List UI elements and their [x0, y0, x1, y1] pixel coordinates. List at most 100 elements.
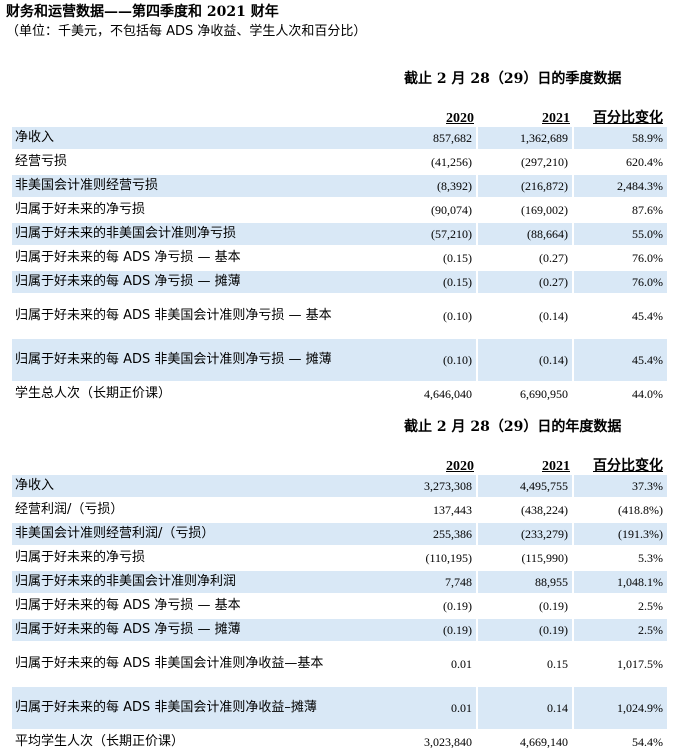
value-2021: (0.19) — [478, 595, 574, 619]
row-label: 归属于好未来的非美国会计准则净亏损 — [12, 223, 382, 247]
value-2020: (8,392) — [382, 175, 478, 199]
table-row: 归属于好未来的每 ADS 净亏损 — 摊薄 (0.19) (0.19) 2.5% — [12, 619, 667, 643]
column-header-2021: 2021 — [542, 111, 570, 126]
percent-change: 45.4% — [574, 339, 667, 383]
percent-change: 58.9% — [574, 127, 667, 151]
row-label: 归属于好未来的净亏损 — [12, 547, 382, 571]
value-2021: 1,362,689 — [478, 127, 574, 151]
table-row: 归属于好未来的每 ADS 净亏损 — 摊薄 (0.15) (0.27) 76.0% — [12, 271, 667, 295]
value-2020: (0.19) — [382, 619, 478, 643]
table-row: 归属于好未来的每 ADS 非美国会计准则净亏损 — 基本 (0.10) (0.14)… — [12, 295, 667, 339]
quarterly-header-row: 2020 2021 百分比变化 — [12, 104, 667, 127]
value-2020: 3,273,308 — [382, 475, 478, 499]
value-2021: 4,495,755 — [478, 475, 574, 499]
value-2020: 0.01 — [382, 643, 478, 687]
percent-change: 5.3% — [574, 547, 667, 571]
header-blank — [12, 452, 382, 475]
percent-change: 37.3% — [574, 475, 667, 499]
value-2020: 255,386 — [382, 523, 478, 547]
column-header-change: 百分比变化 — [593, 458, 663, 474]
row-label: 归属于好未来的每 ADS 非美国会计准则净收益—基本 — [12, 643, 382, 687]
row-label: 归属于好未来的净亏损 — [12, 199, 382, 223]
row-label: 归属于好未来的每 ADS 非美国会计准则净亏损 — 摊薄 — [12, 339, 382, 383]
value-2021: (115,990) — [478, 547, 574, 571]
percent-change: 1,048.1% — [574, 571, 667, 595]
percent-change: (418.8%) — [574, 499, 667, 523]
value-2020: (90,074) — [382, 199, 478, 223]
row-label: 归属于好未来的每 ADS 净亏损 — 摊薄 — [12, 619, 382, 643]
value-2020: 4,646,040 — [382, 383, 478, 407]
row-label: 净收入 — [12, 127, 382, 151]
value-2021: 4,669,140 — [478, 731, 574, 755]
table-row: 归属于好未来的每 ADS 非美国会计准则净收益—基本 0.01 0.15 1,017.… — [12, 643, 667, 687]
value-2021: 6,690,950 — [478, 383, 574, 407]
quarterly-table: 2020 2021 百分比变化 净收入 857,682 1,362,689 58.9%… — [12, 104, 667, 407]
value-2021: (169,002) — [478, 199, 574, 223]
table-row: 归属于好未来的每 ADS 净亏损 — 基本 (0.15) (0.27) 76.0% — [12, 247, 667, 271]
percent-change: 54.4% — [574, 731, 667, 755]
value-2021: (88,664) — [478, 223, 574, 247]
percent-change: (191.3%) — [574, 523, 667, 547]
row-label: 归属于好未来的每 ADS 净亏损 — 摊薄 — [12, 271, 382, 295]
value-2021: (0.27) — [478, 247, 574, 271]
row-label: 归属于好未来的每 ADS 净亏损 — 基本 — [12, 247, 382, 271]
value-2021: (216,872) — [478, 175, 574, 199]
value-2021: (0.27) — [478, 271, 574, 295]
value-2020: (0.10) — [382, 295, 478, 339]
value-2020: (0.15) — [382, 271, 478, 295]
value-2021: (438,224) — [478, 499, 574, 523]
table-row: 归属于好未来的净亏损 (90,074) (169,002) 87.6% — [12, 199, 667, 223]
annual-header-row: 2020 2021 百分比变化 — [12, 452, 667, 475]
percent-change: 2.5% — [574, 619, 667, 643]
value-2021: (0.14) — [478, 339, 574, 383]
row-label: 经营亏损 — [12, 151, 382, 175]
value-2021: (297,210) — [478, 151, 574, 175]
table-row: 净收入 3,273,308 4,495,755 37.3% — [12, 475, 667, 499]
percent-change: 87.6% — [574, 199, 667, 223]
row-label: 非美国会计准则经营亏损 — [12, 175, 382, 199]
row-label: 归属于好未来的每 ADS 净亏损 — 基本 — [12, 595, 382, 619]
value-2020: 857,682 — [382, 127, 478, 151]
percent-change: 76.0% — [574, 247, 667, 271]
column-header-2021: 2021 — [542, 459, 570, 474]
table-row: 归属于好未来的每 ADS 非美国会计准则净亏损 — 摊薄 (0.10) (0.14)… — [12, 339, 667, 383]
value-2020: (41,256) — [382, 151, 478, 175]
value-2020: (0.15) — [382, 247, 478, 271]
annual-table: 2020 2021 百分比变化 净收入 3,273,308 4,495,755 37.… — [12, 452, 667, 755]
table-row: 归属于好未来的非美国会计准则净亏损 (57,210) (88,664) 55.0% — [12, 223, 667, 247]
value-2021: (0.19) — [478, 619, 574, 643]
value-2020: 7,748 — [382, 571, 478, 595]
annual-section-title: 截止 2 月 28（29）日的年度数据 — [404, 419, 622, 435]
table-row: 归属于好未来的净亏损 (110,195) (115,990) 5.3% — [12, 547, 667, 571]
percent-change: 45.4% — [574, 295, 667, 339]
value-2021: 0.15 — [478, 643, 574, 687]
table-row: 归属于好未来的每 ADS 净亏损 — 基本 (0.19) (0.19) 2.5% — [12, 595, 667, 619]
row-label: 归属于好未来的非美国会计准则净利润 — [12, 571, 382, 595]
value-2020: (0.10) — [382, 339, 478, 383]
table-row: 经营亏损 (41,256) (297,210) 620.4% — [12, 151, 667, 175]
value-2020: 3,023,840 — [382, 731, 478, 755]
row-label: 经营利润/（亏损） — [12, 499, 382, 523]
value-2020: (110,195) — [382, 547, 478, 571]
table-row: 学生总人次（长期正价课） 4,646,040 6,690,950 44.0% — [12, 383, 667, 407]
value-2020: 137,443 — [382, 499, 478, 523]
row-label: 归属于好未来的每 ADS 非美国会计准则净亏损 — 基本 — [12, 295, 382, 339]
annual-rows: 净收入 3,273,308 4,495,755 37.3% 经营利润/（亏损） 137,4… — [12, 475, 667, 755]
percent-change: 55.0% — [574, 223, 667, 247]
table-row: 非美国会计准则经营亏损 (8,392) (216,872) 2,484.3% — [12, 175, 667, 199]
table-row: 净收入 857,682 1,362,689 58.9% — [12, 127, 667, 151]
column-header-2020: 2020 — [446, 459, 474, 474]
value-2020: (57,210) — [382, 223, 478, 247]
row-label: 净收入 — [12, 475, 382, 499]
quarterly-section-title: 截止 2 月 28（29）日的季度数据 — [404, 71, 622, 87]
header-blank — [12, 104, 382, 127]
table-row: 非美国会计准则经营利润/（亏损） 255,386 (233,279) (191.3%) — [12, 523, 667, 547]
row-label: 学生总人次（长期正价课） — [12, 383, 382, 407]
percent-change: 1,024.9% — [574, 687, 667, 731]
percent-change: 76.0% — [574, 271, 667, 295]
value-2020: (0.19) — [382, 595, 478, 619]
value-2021: (233,279) — [478, 523, 574, 547]
percent-change: 2.5% — [574, 595, 667, 619]
column-header-2020: 2020 — [446, 111, 474, 126]
page-title: 财务和运营数据——第四季度和 2021 财年 — [6, 4, 279, 20]
